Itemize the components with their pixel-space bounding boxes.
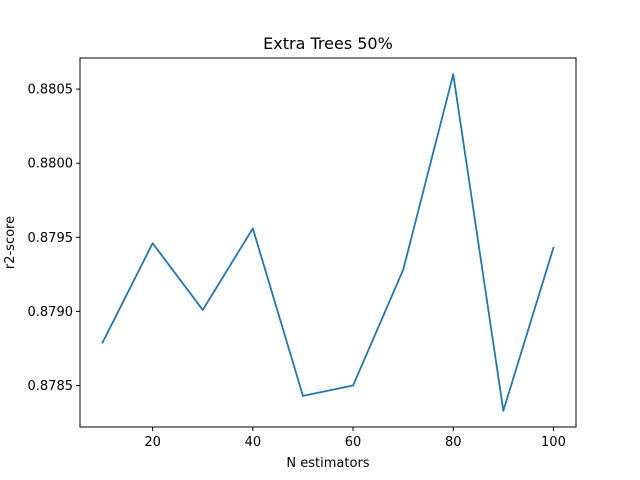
x-tick-label: 40 [245, 435, 262, 450]
axis-ticks: 20 40 60 80 100 0.8785 0.8790 0.8795 0.8800 0.880… [28, 83, 566, 450]
axes-frame [79, 57, 577, 428]
x-tick-label: 20 [144, 435, 161, 450]
series-line [101, 73, 555, 412]
x-tick-label: 80 [445, 435, 462, 450]
y-axis-label: r2-score [3, 216, 18, 269]
y-tick-label: 0.8785 [28, 379, 74, 394]
y-tick-label: 0.8790 [28, 305, 74, 320]
plot-area [101, 73, 555, 412]
x-tick-label: 100 [541, 435, 566, 450]
x-axis-label: N estimators [286, 456, 369, 471]
y-tick-label: 0.8795 [28, 231, 74, 246]
chart-title: Extra Trees 50% [263, 34, 393, 53]
x-tick-label: 60 [345, 435, 362, 450]
y-tick-label: 0.8800 [28, 157, 74, 172]
y-tick-label: 0.8805 [28, 83, 74, 98]
